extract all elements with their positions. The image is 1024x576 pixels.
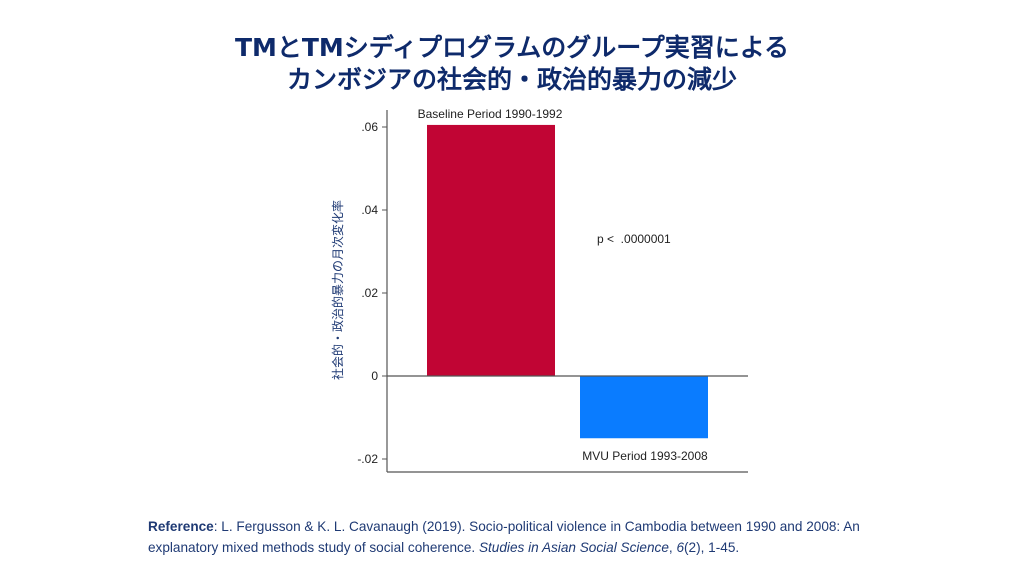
title-line-1: TMとTMシディプログラムのグループ実習による	[234, 33, 790, 62]
bar-baseline	[427, 124, 555, 376]
y-axis-label: 社会的・政治的暴力の月次変化率	[330, 200, 345, 380]
reference-issue-pages: (2), 1-45.	[684, 540, 740, 555]
y-tick-label: -.02	[357, 452, 378, 466]
bar-label-baseline: Baseline Period 1990-1992	[418, 107, 563, 121]
reference-journal: Studies in Asian Social Science	[478, 540, 669, 555]
bar-label-mvu: MVU Period 1993-2008	[582, 449, 708, 463]
reference-label: Reference	[148, 519, 214, 534]
reference-volume: 6	[676, 540, 685, 555]
y-tick-label: .06	[361, 120, 378, 134]
bar-mvu	[580, 376, 708, 439]
reference: Reference: L. Fergusson & K. L. Cavanaug…	[148, 516, 908, 558]
title-line-2: カンボジアの社会的・政治的暴力の減少	[286, 65, 737, 94]
reference-sep: ,	[668, 540, 677, 555]
reference-text: : L. Fergusson & K. L. Cavanaugh (2019).…	[148, 519, 860, 555]
y-tick-label: .04	[361, 203, 378, 217]
y-tick-label: 0	[371, 369, 378, 383]
y-tick-label: .02	[361, 286, 378, 300]
p-value-annotation: p < .0000001	[597, 232, 671, 246]
